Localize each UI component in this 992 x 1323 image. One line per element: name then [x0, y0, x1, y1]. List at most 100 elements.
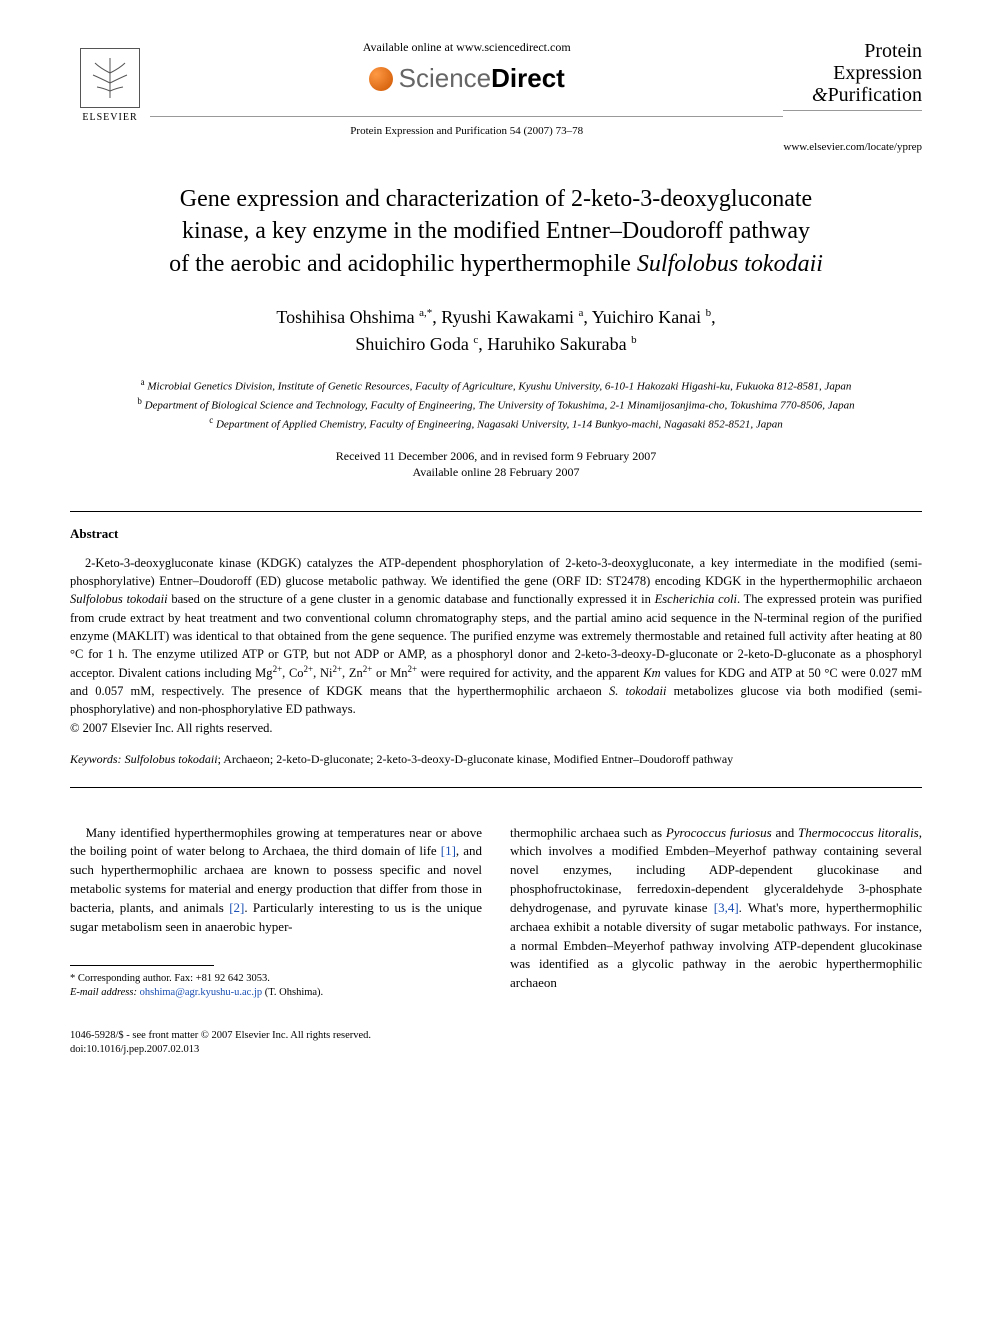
footnote-divider	[70, 965, 214, 966]
page-footer: 1046-5928/$ - see front matter © 2007 El…	[70, 1029, 922, 1056]
keywords-label: Keywords:	[70, 752, 125, 766]
header-divider	[150, 116, 783, 117]
abs-t8: , Zn	[342, 666, 363, 680]
author-4-sup: c	[473, 334, 478, 346]
aff-c-sup: c	[209, 415, 213, 425]
b-c2it2: Thermococcus litoralis	[798, 825, 919, 840]
abs-t7: , Ni	[313, 666, 332, 680]
keywords: Keywords: Sulfolobus tokodaii; Archaeon;…	[70, 752, 922, 767]
title-line1: Gene expression and characterization of …	[180, 186, 812, 212]
journal-logo: Protein Expression &Purification www.els…	[783, 40, 922, 153]
abs-it4: S. tokodaii	[609, 684, 667, 698]
abstract-copyright: © 2007 Elsevier Inc. All rights reserved…	[70, 721, 922, 736]
journal-url: www.elsevier.com/locate/yprep	[783, 141, 922, 153]
author-1-sup: a,*	[419, 307, 432, 319]
email-suffix: (T. Ohshima).	[262, 987, 323, 998]
affiliations: a Microbial Genetics Division, Institute…	[70, 376, 922, 433]
body-col-right: thermophilic archaea such as Pyrococcus …	[510, 824, 922, 1001]
abs-sup4: 2+	[363, 664, 373, 674]
ref-1[interactable]: [1]	[441, 843, 456, 858]
abs-t9: or Mn	[372, 666, 407, 680]
affiliation-a: a Microbial Genetics Division, Institute…	[70, 376, 922, 395]
sciencedirect-icon	[369, 67, 393, 91]
body-columns: Many identified hyperthermophiles growin…	[70, 824, 922, 1001]
b-c2a: thermophilic archaea such as	[510, 825, 666, 840]
affiliation-c: c Department of Applied Chemistry, Facul…	[70, 414, 922, 433]
footer-line1: 1046-5928/$ - see front matter © 2007 El…	[70, 1029, 371, 1043]
author-2: Ryushi Kawakami	[441, 307, 574, 327]
journal-line3: &Purification	[783, 84, 922, 106]
body-para-1: Many identified hyperthermophiles growin…	[70, 824, 482, 937]
abs-sup2: 2+	[304, 664, 314, 674]
abs-it1: Sulfolobus tokodaii	[70, 592, 168, 606]
abs-sup5: 2+	[407, 664, 417, 674]
author-3: Yuichiro Kanai	[592, 307, 701, 327]
title-line3a: of the aerobic and acidophilic hyperther…	[169, 251, 637, 277]
abs-sup3: 2+	[332, 664, 342, 674]
author-4: Shuichiro Goda	[355, 334, 468, 354]
abs-sc1: D	[656, 647, 665, 661]
author-1: Toshihisa Ohshima	[276, 307, 414, 327]
journal-line1: Protein	[783, 40, 922, 62]
author-2-sup: a	[578, 307, 583, 319]
abstract-text: 2-Keto-3-deoxygluconate kinase (KDGK) ca…	[70, 554, 922, 718]
page-header: ELSEVIER Available online at www.science…	[70, 40, 922, 153]
article-dates: Received 11 December 2006, and in revise…	[70, 448, 922, 482]
title-line3b: Sulfolobus tokodaii	[637, 251, 823, 277]
date-received: Received 11 December 2006, and in revise…	[70, 448, 922, 465]
author-5-sup: b	[631, 334, 637, 346]
center-header: Available online at www.sciencedirect.co…	[150, 40, 783, 137]
journal-amp: &	[812, 84, 828, 106]
date-online: Available online 28 February 2007	[70, 464, 922, 481]
email-label: E-mail address:	[70, 987, 140, 998]
ref-34[interactable]: [3,4]	[714, 900, 739, 915]
abs-t2: based on the structure of a gene cluster…	[168, 592, 655, 606]
abs-it2: Escherichia coli	[655, 592, 737, 606]
journal-citation: Protein Expression and Purification 54 (…	[150, 125, 783, 137]
abs-t1: 2-Keto-3-deoxygluconate kinase (KDGK) ca…	[70, 556, 922, 588]
affiliation-b: b Department of Biological Science and T…	[70, 395, 922, 414]
sd-direct: Direct	[491, 63, 565, 93]
sciencedirect-logo: ScienceDirect	[369, 63, 565, 94]
footnotes: * Corresponding author. Fax: +81 92 642 …	[70, 972, 482, 1001]
article-title: Gene expression and characterization of …	[90, 183, 902, 280]
abs-sup1: 2+	[273, 664, 283, 674]
abs-it3: Km	[643, 666, 660, 680]
elsevier-logo: ELSEVIER	[70, 40, 150, 130]
keywords-rest: ; Archaeon; 2-keto-D-gluconate; 2-keto-3…	[218, 752, 734, 766]
journal-line3-text: Purification	[828, 84, 922, 106]
author-3-sup: b	[706, 307, 712, 319]
abs-t6: , Co	[282, 666, 303, 680]
aff-a-text: Microbial Genetics Division, Institute o…	[147, 381, 851, 393]
abs-t4: -gluconate or 2-keto-	[665, 647, 774, 661]
elsevier-text: ELSEVIER	[82, 112, 137, 123]
title-line2: kinase, a key enzyme in the modified Ent…	[182, 218, 810, 244]
footer-left: 1046-5928/$ - see front matter © 2007 El…	[70, 1029, 371, 1056]
footer-doi: doi:10.1016/j.pep.2007.02.013	[70, 1043, 371, 1057]
aff-a-sup: a	[141, 377, 145, 387]
email-link[interactable]: ohshima@agr.kyushu-u.ac.jp	[140, 987, 263, 998]
aff-c-text: Department of Applied Chemistry, Faculty…	[216, 419, 783, 431]
journal-divider	[783, 110, 922, 111]
keywords-italic: Sulfolobus tokodaii	[125, 752, 218, 766]
body-para-2: thermophilic archaea such as Pyrococcus …	[510, 824, 922, 994]
abstract-top-divider	[70, 511, 922, 512]
abstract-bottom-divider	[70, 787, 922, 788]
abs-t10: were required for activity, and the appa…	[417, 666, 643, 680]
journal-line2: Expression	[783, 62, 922, 84]
aff-b-sup: b	[137, 396, 142, 406]
email-line: E-mail address: ohshima@agr.kyushu-u.ac.…	[70, 986, 482, 1001]
body-col-left: Many identified hyperthermophiles growin…	[70, 824, 482, 1001]
authors: Toshihisa Ohshima a,*, Ryushi Kawakami a…	[70, 304, 922, 358]
b-c2it1: Pyrococcus furiosus	[666, 825, 772, 840]
b-c2b: and	[772, 825, 798, 840]
available-online-text: Available online at www.sciencedirect.co…	[150, 40, 783, 55]
ref-2[interactable]: [2]	[229, 900, 244, 915]
journal-logo-text: Protein Expression &Purification	[783, 40, 922, 106]
elsevier-tree-icon	[80, 48, 140, 108]
author-5: Haruhiko Sakuraba	[487, 334, 626, 354]
sd-science: Science	[399, 63, 492, 93]
aff-b-text: Department of Biological Science and Tec…	[145, 400, 855, 412]
b-c1a: Many identified hyperthermophiles growin…	[70, 825, 482, 859]
abs-sc2: D	[774, 647, 783, 661]
